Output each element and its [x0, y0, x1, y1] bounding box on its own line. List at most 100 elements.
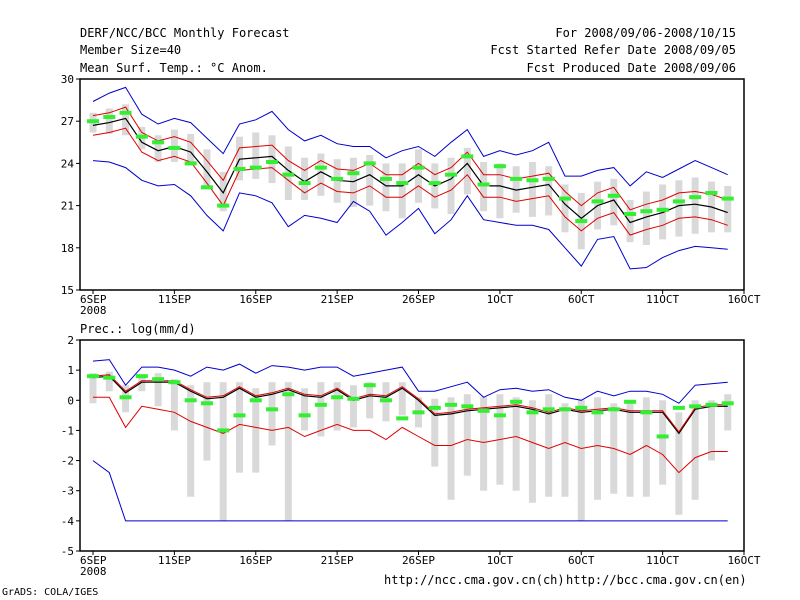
- prec-y-tick-label: -3: [61, 485, 74, 498]
- temp-x-tick-label: 11SEP: [158, 293, 191, 306]
- prec-quartile-box: [480, 397, 488, 491]
- prec-quartile-box: [317, 382, 325, 437]
- temp-median-marker: [135, 134, 148, 139]
- prec-quartile-box: [463, 394, 471, 476]
- prec-median-marker: [721, 401, 734, 406]
- temp-quartile-box: [610, 178, 618, 226]
- temp-x-tick-label: 16SEP: [239, 293, 272, 306]
- temp-quartile-box: [561, 184, 569, 233]
- prec-quartile-box: [577, 400, 585, 521]
- prec-median-marker: [119, 395, 132, 400]
- prec-median-marker: [656, 434, 669, 439]
- prec-median-marker: [672, 405, 685, 410]
- prec-median-marker: [591, 410, 604, 415]
- prec-median-marker: [314, 402, 327, 407]
- prec-x-year-label: 2008: [80, 565, 107, 578]
- temp-ensemble-max-line: [92, 86, 728, 187]
- prec-quartile-box: [512, 397, 520, 491]
- prec-median-marker: [412, 410, 425, 415]
- prec-median-marker: [200, 401, 213, 406]
- temp-median-marker: [526, 178, 539, 183]
- temp-median-marker: [428, 181, 441, 186]
- prec-y-tick-label: -2: [61, 455, 74, 468]
- prec-quartile-box: [431, 398, 439, 467]
- prec-median-marker: [217, 428, 230, 433]
- prec-median-marker: [624, 399, 637, 404]
- prec-x-tick-label: 16SEP: [239, 554, 272, 567]
- temp-ensemble-mean-line: [92, 117, 728, 224]
- temp-median-marker: [656, 207, 669, 212]
- temp-median-marker: [103, 114, 116, 119]
- temp-median-marker: [314, 165, 327, 170]
- temp-median-marker: [363, 161, 376, 166]
- temperature-panel-variable: Mean Surf. Temp.: °C Anom.: [80, 61, 268, 75]
- prec-median-marker: [558, 407, 571, 412]
- temp-quartile-box: [496, 163, 504, 219]
- prec-median-marker: [705, 402, 718, 407]
- temp-median-marker: [233, 167, 246, 172]
- temp-median-marker: [119, 110, 132, 115]
- ncc-url-link[interactable]: http://ncc.cma.gov.cn(ch): [384, 573, 565, 587]
- prec-quartile-box: [154, 373, 162, 407]
- temp-x-tick-label: 1OCT: [487, 293, 514, 306]
- temp-median-marker: [607, 193, 620, 198]
- prec-ensemble-min-line: [92, 460, 728, 522]
- prec-quartile-box: [366, 382, 374, 419]
- prec-median-marker: [168, 380, 181, 385]
- temp-quartile-box: [333, 159, 341, 203]
- precip-panel-variable: Prec.: log(mm/d): [80, 322, 196, 336]
- temp-quartile-box: [235, 136, 243, 181]
- temp-median-marker: [87, 119, 100, 124]
- temp-quartile-box: [545, 166, 553, 216]
- temp-y-tick-label: 21: [61, 200, 74, 213]
- temp-y-tick-label: 15: [61, 284, 74, 297]
- temp-quartile-box: [480, 161, 488, 212]
- prec-mean-minus-std-line: [93, 396, 728, 474]
- temp-median-marker: [298, 181, 311, 186]
- temp-ensemble-min-line: [92, 160, 728, 270]
- temp-quartile-box: [366, 154, 374, 206]
- prec-y-tick-label: -4: [61, 515, 75, 528]
- temp-median-marker: [705, 190, 718, 195]
- temp-median-marker: [721, 196, 734, 201]
- temp-quartile-box: [268, 135, 276, 184]
- prec-quartile-box: [659, 400, 667, 485]
- temp-median-marker: [249, 165, 262, 170]
- temp-panel: 15 18 21 24 27 30 6SEP 11SEP 16SEP 21SEP 26SEP 1OCT…: [61, 73, 761, 317]
- temp-median-marker: [558, 196, 571, 201]
- prec-median-marker: [103, 375, 116, 380]
- prec-quartile-box: [105, 371, 113, 392]
- prec-quartile-box: [724, 394, 732, 431]
- prec-quartile-box: [138, 376, 146, 392]
- temp-x-tick-label: 16OCT: [727, 293, 760, 306]
- prec-median-marker: [347, 396, 360, 401]
- prec-quartile-box: [89, 373, 97, 404]
- bcc-url-link[interactable]: http://bcc.cma.gov.cn(en): [566, 573, 747, 587]
- prec-quartile-box: [691, 400, 699, 500]
- prec-quartile-box: [561, 403, 569, 497]
- temp-median-marker: [200, 185, 213, 190]
- prec-median-marker: [542, 407, 555, 412]
- temp-y-tick-label: 24: [61, 157, 75, 170]
- prec-quartile-box: [252, 388, 260, 473]
- temp-quartile-box: [122, 104, 130, 136]
- prec-ensemble-max-line: [92, 359, 728, 404]
- temp-quartile-box: [382, 163, 390, 212]
- prec-y-tick-label: 1: [67, 364, 74, 377]
- temp-median-marker: [217, 203, 230, 208]
- prec-quartile-box: [219, 382, 227, 521]
- temp-plot-frame: [79, 78, 745, 291]
- temp-median-marker: [184, 161, 197, 166]
- temp-x-year-label: 2008: [80, 304, 107, 317]
- prec-quartile-box: [545, 394, 553, 497]
- temp-quartile-box: [512, 166, 520, 213]
- temp-quartile-box: [724, 185, 732, 233]
- temp-quartile-box: [415, 149, 423, 203]
- temp-quartile-box: [463, 147, 471, 195]
- forecast-period: For 2008/09/06-2008/10/15: [555, 26, 736, 40]
- prec-median-marker: [607, 407, 620, 412]
- prec-median-marker: [445, 402, 458, 407]
- temp-x-tick-label: 11OCT: [646, 293, 679, 306]
